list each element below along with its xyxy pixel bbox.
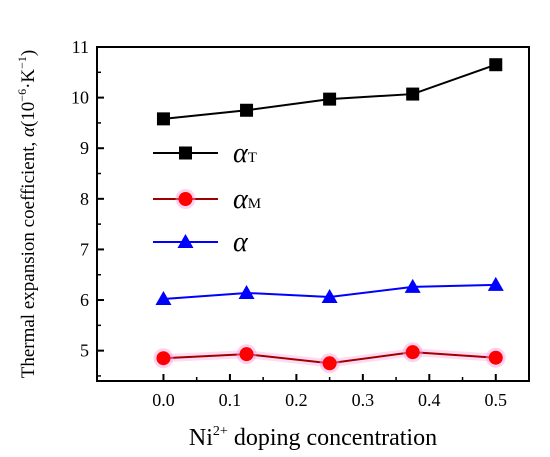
y-tick-label: 8 (80, 189, 89, 209)
y-tick-label: 10 (71, 88, 89, 108)
data-point (489, 58, 503, 72)
x-tick-label: 0.2 (285, 390, 308, 410)
y-tick-label: 6 (80, 290, 89, 310)
legend-label: αM (233, 184, 261, 215)
y-axis-title-close: ) (18, 50, 39, 56)
legend-label-symbol: α (233, 138, 249, 169)
x-tick-label: 0.3 (352, 390, 375, 410)
legend-label-subscript: M (248, 196, 261, 212)
y-axis-title-sym: α (18, 126, 39, 137)
x-tick-label: 0.1 (219, 390, 242, 410)
x-axis-title-base: Ni (189, 425, 213, 451)
legend-marker (177, 234, 194, 248)
data-point (239, 347, 254, 362)
data-point (155, 291, 172, 306)
data-point (238, 284, 255, 299)
data-point (156, 351, 171, 366)
legend-label-subscript: T (248, 150, 257, 166)
x-axis-ticks: 0.0 0.1 0.2 0.3 0.4 0.5 (152, 374, 507, 410)
data-point (487, 276, 504, 291)
legend-marker (179, 146, 192, 160)
y-tick-label: 5 (80, 341, 89, 361)
data-point (323, 92, 337, 106)
data-point (240, 103, 254, 117)
data-point (321, 288, 338, 303)
x-tick-label: 0.0 (152, 390, 175, 410)
x-tick-label: 0.5 (485, 390, 508, 410)
data-point (322, 356, 337, 371)
legend-marker (178, 192, 193, 206)
data-point (406, 87, 420, 101)
x-axis-title-sup: 2+ (213, 424, 228, 439)
y-tick-label: 7 (80, 239, 89, 259)
x-axis-title: Ni2+ doping concentration (189, 424, 437, 451)
series-line (163, 63, 497, 120)
data-point (156, 112, 170, 126)
y-axis-title-exp: −6 (15, 89, 29, 102)
y-tick-label: 11 (72, 37, 89, 57)
y-axis-title: Thermal expansion coefficient, α(10−6·K−… (15, 50, 39, 379)
y-axis-title-prefix: Thermal expansion coefficient, (18, 137, 39, 378)
legend-label: α (233, 227, 249, 258)
y-axis-title-mid: ·K (18, 69, 39, 89)
y-axis-title-exp2: −1 (15, 56, 29, 69)
y-axis-ticks: 5 6 7 8 9 10 11 (71, 37, 104, 377)
data-point (405, 345, 420, 360)
legend-label-symbol: α (233, 184, 249, 215)
data-point (488, 350, 503, 365)
y-axis-title-open: (10 (18, 102, 39, 127)
y-tick-label: 9 (80, 138, 89, 158)
x-axis-title-rest: doping concentration (228, 425, 437, 451)
x-tick-label: 0.4 (418, 390, 441, 410)
legend-label-symbol: α (233, 227, 249, 258)
series-layer (153, 58, 506, 374)
data-point (404, 278, 421, 293)
plot-frame (96, 46, 530, 382)
legend-label: αT (233, 138, 257, 169)
